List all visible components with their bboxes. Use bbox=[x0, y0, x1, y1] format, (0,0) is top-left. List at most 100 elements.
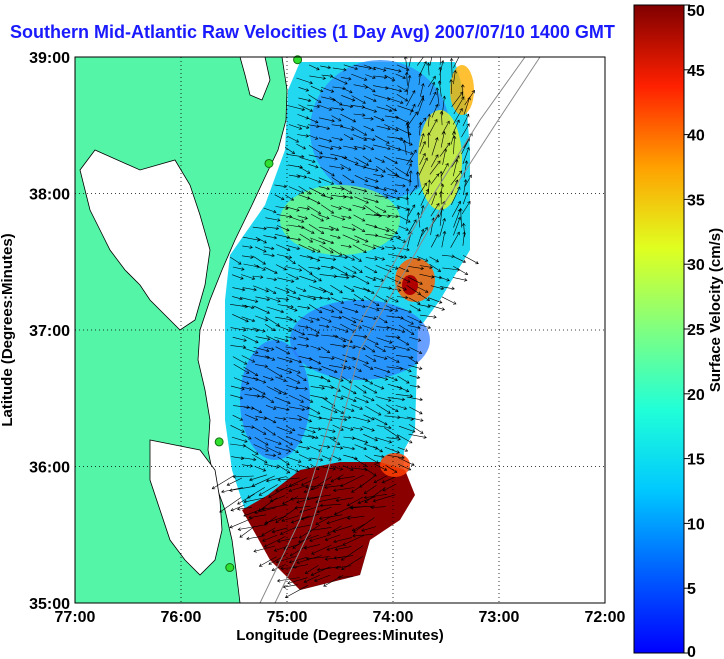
velocity-arrow bbox=[385, 375, 398, 382]
velocity-arrow bbox=[285, 356, 302, 364]
velocity-arrow bbox=[330, 285, 343, 294]
velocity-arrow bbox=[363, 64, 377, 71]
velocity-arrow bbox=[407, 111, 418, 127]
velocity-arrow bbox=[264, 463, 280, 469]
velocity-arrow bbox=[419, 140, 426, 155]
velocity-arrow bbox=[258, 484, 278, 496]
velocity-arrow bbox=[309, 237, 326, 245]
velocity-arrow bbox=[311, 544, 332, 555]
velocity-arrow bbox=[373, 417, 388, 426]
velocity-arrow bbox=[364, 455, 380, 464]
velocity-arrow bbox=[233, 364, 250, 374]
velocity-arrow bbox=[386, 355, 400, 363]
velocity-arrow bbox=[351, 126, 368, 136]
velocity-arrow bbox=[298, 244, 316, 253]
velocity-arrow bbox=[310, 273, 322, 282]
velocity-arrow bbox=[262, 534, 278, 542]
velocity-arrow bbox=[343, 266, 357, 274]
velocity-arrow bbox=[296, 387, 308, 391]
velocity-arrow bbox=[308, 64, 320, 71]
velocity-arrow bbox=[430, 233, 439, 248]
velocity-arrow bbox=[296, 174, 308, 179]
velocity-arrow bbox=[275, 346, 291, 355]
velocity-arrow bbox=[342, 406, 355, 412]
velocity-arrow bbox=[364, 344, 376, 353]
velocity-arrow bbox=[373, 66, 387, 72]
velocity-arrow bbox=[285, 206, 300, 212]
velocity-arrow bbox=[294, 505, 311, 510]
velocity-arrow bbox=[255, 336, 271, 341]
velocity-arrow bbox=[331, 177, 343, 185]
velocity-arrow bbox=[297, 415, 313, 423]
velocity-arrow bbox=[263, 346, 275, 351]
velocity-arrow bbox=[287, 376, 301, 384]
velocity-arrow bbox=[331, 137, 344, 142]
velocity-arrow bbox=[263, 207, 277, 214]
velocity-arrow bbox=[340, 113, 357, 123]
velocity-arrow bbox=[285, 336, 297, 341]
velocity-arrow bbox=[354, 235, 369, 243]
velocity-arrow bbox=[397, 316, 414, 325]
velocity-arrow bbox=[276, 577, 300, 583]
velocity-arrow bbox=[320, 194, 334, 200]
velocity-arrow bbox=[386, 97, 404, 104]
velocity-arrow bbox=[374, 206, 387, 213]
velocity-arrow bbox=[409, 406, 423, 415]
velocity-arrow bbox=[319, 503, 341, 508]
velocity-arrow bbox=[321, 96, 336, 102]
x-tick-label: 77:00 bbox=[55, 609, 96, 626]
velocity-arrow bbox=[310, 457, 324, 462]
velocity-arrow bbox=[258, 556, 277, 567]
velocity-arrow bbox=[310, 395, 329, 401]
velocity-arrow bbox=[340, 104, 354, 109]
velocity-arrow bbox=[318, 117, 335, 123]
velocity-arrow bbox=[340, 126, 355, 132]
velocity-arrow bbox=[297, 264, 313, 275]
velocity-arrow bbox=[439, 286, 455, 291]
velocity-arrow bbox=[340, 474, 364, 487]
velocity-arrow bbox=[351, 105, 366, 109]
velocity-arrow bbox=[264, 437, 282, 445]
velocity-arrow bbox=[362, 336, 379, 345]
velocity-arrow bbox=[277, 537, 298, 543]
velocity-arrow bbox=[343, 285, 355, 292]
velocity-arrow bbox=[403, 139, 407, 155]
velocity-arrow bbox=[439, 276, 450, 282]
y-tick-label: 38:00 bbox=[29, 187, 70, 204]
velocity-arrow bbox=[299, 294, 317, 301]
velocity-arrow bbox=[332, 275, 350, 280]
velocity-arrow bbox=[330, 474, 344, 483]
velocity-arrow bbox=[274, 417, 287, 421]
velocity-arrow bbox=[243, 366, 259, 376]
velocity-arrow bbox=[324, 534, 341, 541]
velocity-arrow bbox=[365, 223, 378, 229]
velocity-arrow bbox=[452, 107, 463, 125]
velocity-arrow bbox=[316, 506, 332, 514]
velocity-arrow bbox=[341, 157, 359, 165]
velocity-arrow bbox=[374, 75, 388, 80]
velocity-arrow bbox=[353, 275, 370, 285]
velocity-arrow bbox=[276, 254, 293, 259]
velocity-arrow bbox=[361, 166, 379, 172]
velocity-arrow bbox=[297, 306, 311, 310]
velocity-arrow bbox=[341, 556, 363, 571]
velocity-arrow bbox=[340, 205, 352, 211]
velocity-arrow bbox=[431, 191, 437, 206]
velocity-arrow bbox=[352, 265, 363, 273]
velocity-arrow bbox=[385, 104, 398, 112]
velocity-arrow bbox=[428, 297, 443, 304]
velocity-arrow bbox=[439, 217, 446, 237]
velocity-arrow bbox=[275, 507, 297, 524]
velocity-arrow bbox=[305, 556, 330, 561]
velocity-arrow bbox=[318, 296, 331, 301]
velocity-arrow bbox=[255, 246, 267, 253]
velocity-arrow bbox=[253, 444, 269, 452]
velocity-arrow bbox=[341, 226, 356, 231]
velocity-arrow bbox=[285, 287, 297, 294]
velocity-arrow bbox=[265, 217, 281, 222]
velocity-arrow bbox=[403, 57, 408, 75]
velocity-arrow bbox=[332, 67, 347, 72]
velocity-arrow bbox=[276, 367, 293, 374]
velocity-arrow bbox=[285, 435, 303, 444]
